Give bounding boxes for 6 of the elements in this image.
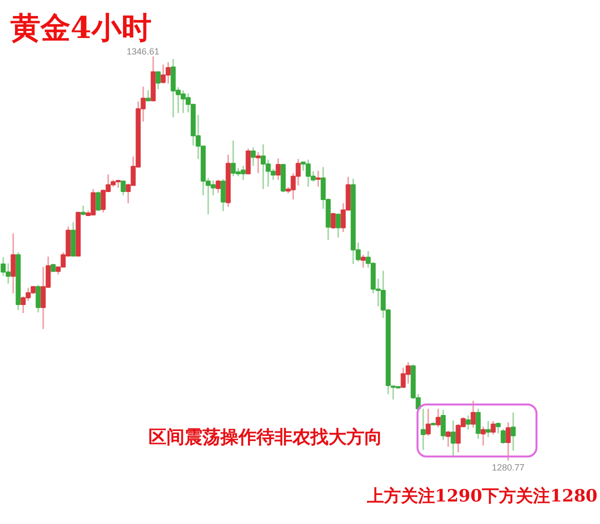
chart-title: 黄金4小时	[10, 11, 152, 46]
candlestick	[330, 212, 336, 230]
text: 1280.77	[492, 462, 524, 472]
annotation: 区间震荡操作待非农找大方向	[148, 427, 382, 448]
text: 上方关注1290下方关注1280	[366, 486, 598, 506]
annotation: 1346.61	[126, 46, 160, 56]
